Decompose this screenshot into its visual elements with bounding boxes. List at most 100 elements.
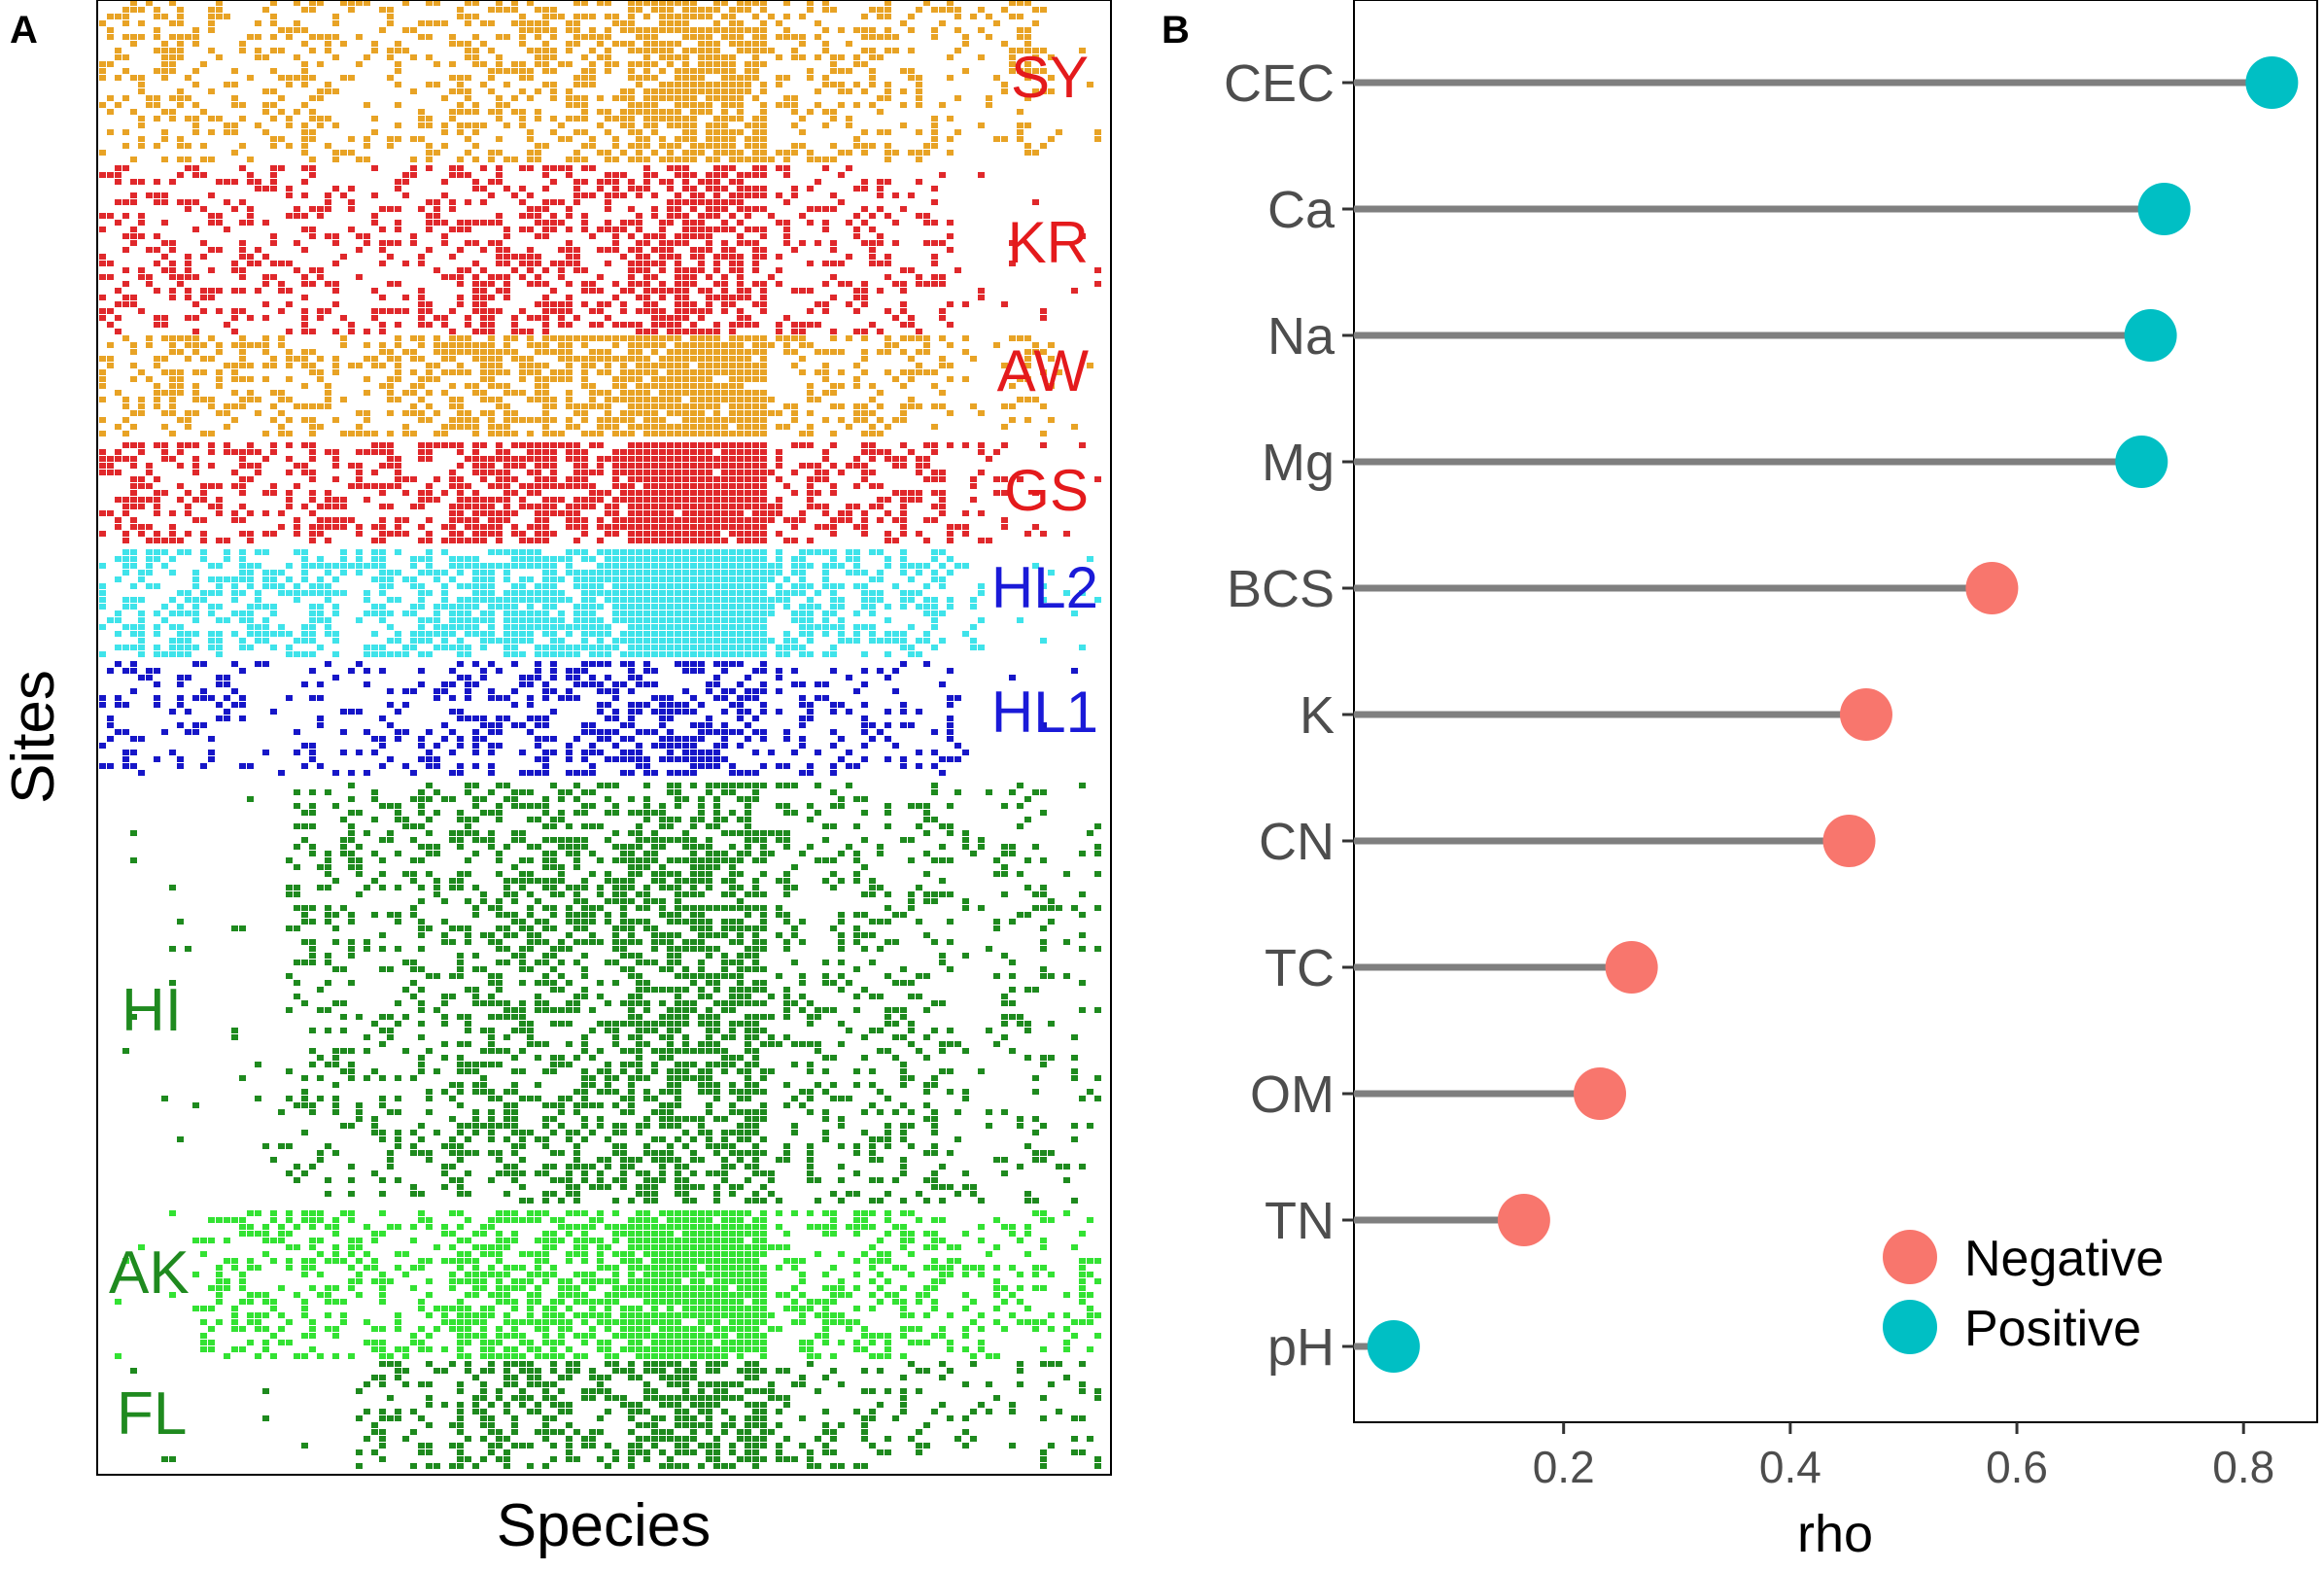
heatmap-cell [449,342,456,348]
heatmap-cell [838,54,845,60]
heatmap-cell [815,322,821,328]
heatmap-cell [853,227,860,232]
heatmap-cell [690,88,697,94]
heatmap-cell [760,556,767,562]
heatmap-cell [690,476,697,482]
heatmap-cell [659,376,666,382]
heatmap-cell [527,315,534,321]
heatmap-cell [783,651,790,657]
heatmap-cell [395,397,401,402]
heatmap-cell [332,604,339,610]
heatmap-cell [877,349,884,355]
heatmap-cell [426,369,433,375]
heatmap-cell [760,624,767,630]
heatmap-cell [457,14,464,19]
heatmap-cell [628,261,635,266]
heatmap-cell [581,227,588,232]
heatmap-cell [900,308,907,314]
heatmap-cell [597,122,604,128]
heatmap-cell [286,590,293,596]
heatmap-cell [1024,356,1031,362]
heatmap-cell [713,88,720,94]
heatmap-cell [737,563,744,569]
heatmap-cell [1017,109,1023,115]
heatmap-cell [402,308,409,314]
heatmap-cell [892,315,899,321]
heatmap-cell [853,295,860,300]
heatmap-cell [698,254,705,260]
heatmap-cell [107,95,114,101]
heatmap-cell [846,570,852,576]
heatmap-cell [853,136,860,142]
heatmap-cell [239,590,246,596]
heatmap-cell [745,0,751,6]
heatmap-cell [768,576,775,582]
heatmap-cell [822,227,829,232]
heatmap-cell [721,288,728,294]
heatmap-cell [706,288,712,294]
heatmap-cell [589,288,596,294]
heatmap-cell [651,109,658,115]
heatmap-cell [200,157,207,162]
heatmap-cell [286,470,293,475]
heatmap-cell [472,109,479,115]
heatmap-cell [550,369,557,375]
heatmap-cell [503,390,510,396]
heatmap-cell [706,524,712,530]
heatmap-cell [519,122,526,128]
heatmap-cell [1094,267,1101,273]
heatmap-cell [138,122,145,128]
heatmap-cell [581,213,588,219]
heatmap-cell [659,7,666,13]
heatmap-cell [713,611,720,616]
heatmap-cell [511,61,518,67]
heatmap-cell [706,376,712,382]
heatmap-cell [713,549,720,555]
heatmap-cell [441,349,448,355]
heatmap-cell [527,442,534,448]
heatmap-cell [745,556,751,562]
heatmap-cell [729,397,736,402]
heatmap-cell [581,342,588,348]
heatmap-cell [690,504,697,509]
heatmap-cell [900,88,907,94]
heatmap-cell [667,220,674,226]
heatmap-cell [846,301,852,307]
heatmap-cell [496,308,503,314]
heatmap-cell [107,261,114,266]
heatmap-cell [706,233,712,239]
heatmap-cell [511,192,518,198]
heatmap-cell [208,604,215,610]
heatmap-cell [931,383,938,389]
heatmap-cell [605,645,611,650]
heatmap-cell [573,570,580,576]
heatmap-cell [488,369,495,375]
heatmap-cell [379,590,386,596]
heatmap-cell [115,631,121,637]
heatmap-cell [628,449,635,455]
heatmap-cell [231,342,238,348]
heatmap-cell [690,143,697,149]
heatmap-cell [457,227,464,232]
heatmap-cell [192,576,199,582]
heatmap-cell [488,88,495,94]
heatmap-cell [667,369,674,375]
heatmap-cell [472,417,479,423]
heatmap-cell [527,157,534,162]
heatmap-cell [449,563,456,569]
heatmap-cell [169,397,176,402]
heatmap-cell [737,7,744,13]
heatmap-cell [931,27,938,33]
heatmap-cell [776,150,782,156]
heatmap-cell [690,531,697,537]
heatmap-cell [558,261,565,266]
heatmap-cell [395,68,401,74]
heatmap-cell [472,329,479,334]
heatmap-cell [426,34,433,40]
heatmap-cell [830,590,837,596]
heatmap-cell [807,397,814,402]
heatmap-cell [527,563,534,569]
heatmap-cell [581,463,588,469]
heatmap-cell [511,463,518,469]
heatmap-cell [449,517,456,523]
